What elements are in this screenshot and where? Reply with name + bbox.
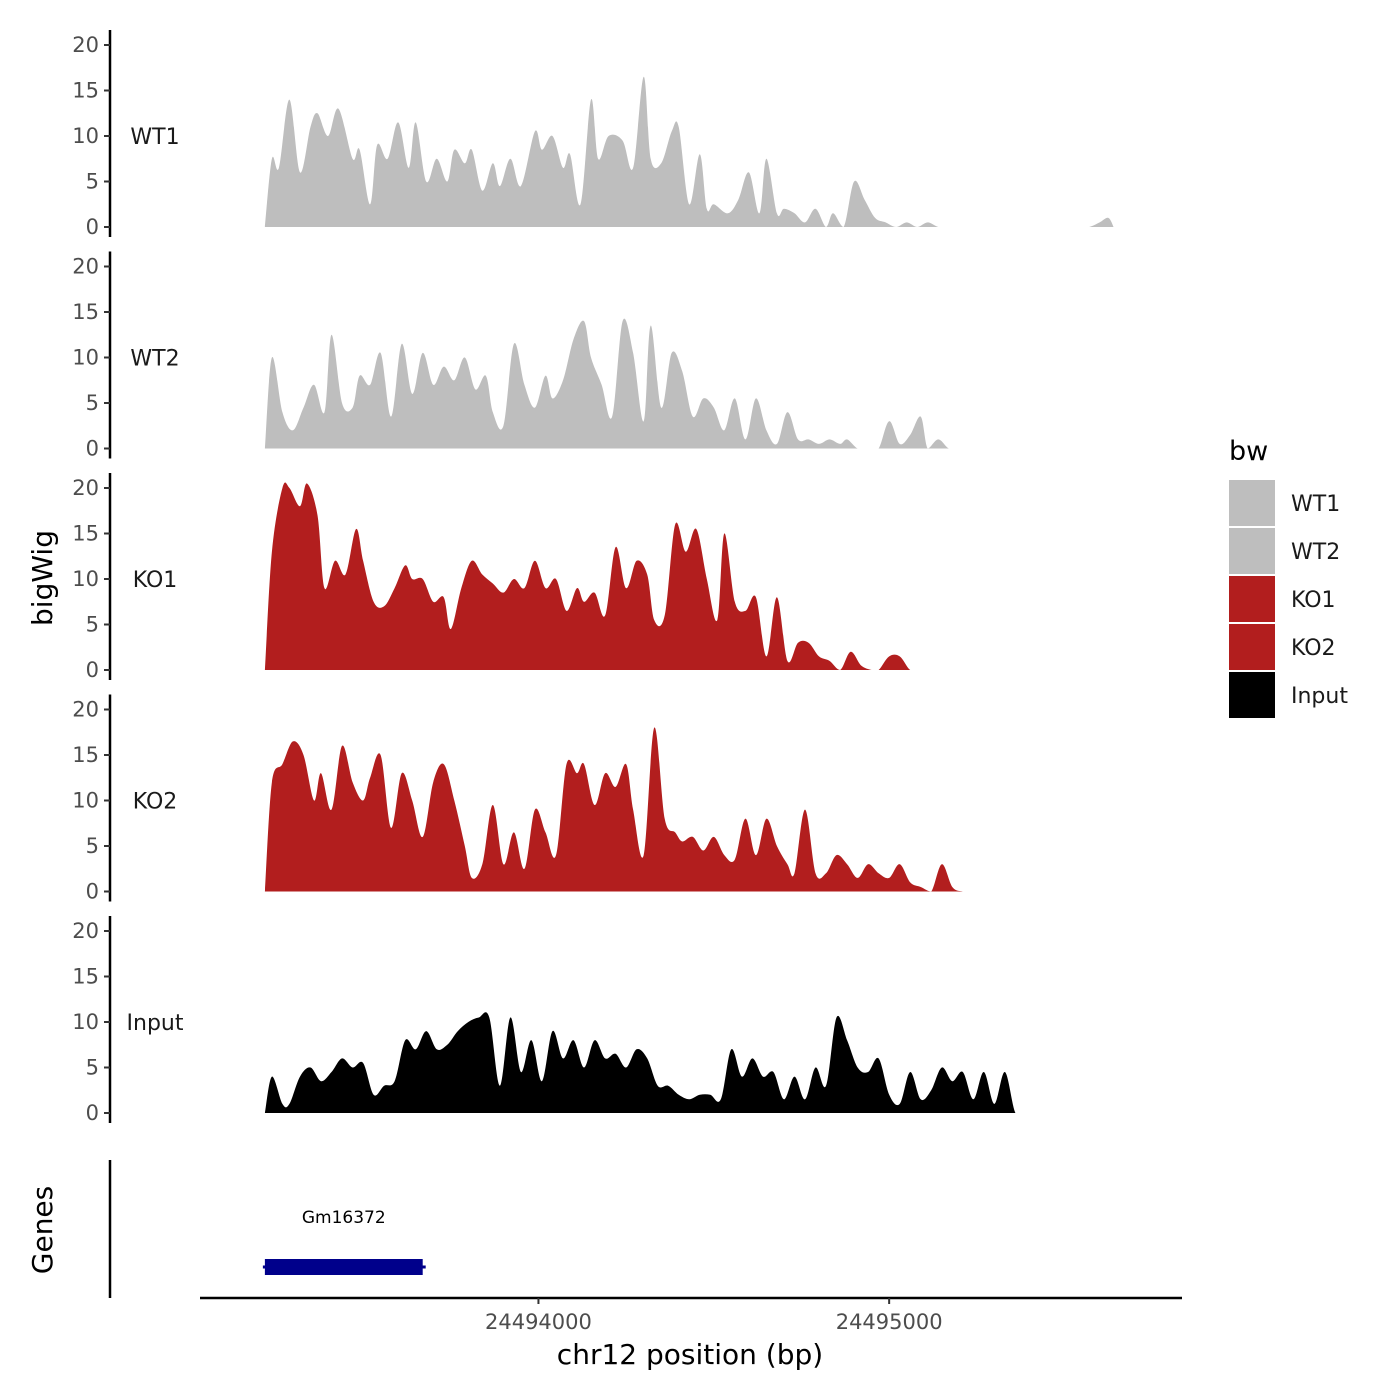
y-tick-label: 15 [72, 965, 99, 989]
y-tick-label: 0 [86, 437, 99, 461]
legend-label: KO2 [1291, 636, 1336, 661]
y-tick-label: 5 [86, 391, 99, 415]
y-tick-label: 20 [72, 698, 99, 722]
y-tick-label: 0 [86, 658, 99, 682]
y-tick-label: 10 [72, 567, 99, 591]
legend-swatch [1229, 576, 1275, 622]
track-label-ko1: KO1 [133, 568, 178, 593]
y-tick-label: 15 [72, 300, 99, 324]
y-tick-label: 5 [86, 170, 99, 194]
y-tick-label: 5 [86, 613, 99, 637]
legend-swatch [1229, 624, 1275, 670]
gene-name-label: Gm16372 [302, 1208, 386, 1228]
y-axis-title: bigWig [26, 530, 59, 626]
track-label-ko2: KO2 [133, 790, 178, 815]
y-tick-label: 15 [72, 79, 99, 103]
legend-item-input: Input [1229, 672, 1348, 718]
y-tick-label: 20 [72, 255, 99, 279]
legend-title: bw [1229, 436, 1268, 467]
coverage-area-wt1 [264, 76, 1114, 228]
legend-label: KO1 [1291, 588, 1336, 613]
track-label-input: Input [127, 1011, 184, 1036]
legend: bw WT1 WT2 KO1 KO2 Input [1229, 436, 1348, 718]
y-tick-label: 20 [72, 476, 99, 500]
coverage-area-ko1 [264, 482, 1114, 670]
coverage-area-wt2 [264, 318, 1114, 449]
legend-item-ko2: KO2 [1229, 624, 1336, 670]
y-tick-label: 20 [72, 919, 99, 943]
legend-swatch [1229, 528, 1275, 574]
y-tick-label: 20 [72, 33, 99, 57]
y-tick-label: 10 [72, 1010, 99, 1034]
y-tick-label: 0 [86, 215, 99, 239]
track-input: 0 5 10 15 20 Input [72, 916, 1114, 1125]
y-tick-label: 0 [86, 880, 99, 904]
track-wt2: 0 5 10 15 20 WT2 [72, 251, 1114, 461]
legend-label: Input [1291, 684, 1348, 709]
legend-item-wt1: WT1 [1229, 480, 1340, 526]
track-label-wt1: WT1 [130, 125, 179, 150]
track-ko2: 0 5 10 15 20 KO2 [72, 694, 1114, 904]
y-tick-label: 0 [86, 1101, 99, 1125]
legend-label: WT2 [1291, 540, 1340, 565]
x-tick-label: 24494000 [485, 1310, 592, 1334]
legend-swatch [1229, 480, 1275, 526]
y-tick-label: 10 [72, 346, 99, 370]
legend-label: WT1 [1291, 492, 1340, 517]
legend-swatch [1229, 672, 1275, 718]
x-axis: 24494000 24495000 [200, 1296, 1182, 1334]
y-tick-label: 15 [72, 743, 99, 767]
track-ko1: 0 5 10 15 20 KO1 [72, 473, 1114, 682]
genes-axis-title: Genes [26, 1186, 59, 1274]
coverage-area-ko2 [264, 727, 1114, 892]
coverage-area-input [264, 1012, 1114, 1113]
track-label-wt2: WT2 [130, 347, 179, 372]
y-tick-label: 10 [72, 789, 99, 813]
y-tick-label: 10 [72, 124, 99, 148]
x-axis-title: chr12 position (bp) [557, 1338, 823, 1371]
gene-gm16372: Gm16372 [262, 1208, 426, 1275]
legend-item-wt2: WT2 [1229, 528, 1340, 574]
y-tick-label: 15 [72, 522, 99, 546]
x-tick-label: 24495000 [836, 1310, 943, 1334]
tracks-group: 0 5 10 15 20 WT1 0 5 10 15 20 WT2 0 5 10 15 20 KO1 0 5 10 15 2… [72, 30, 1114, 1125]
track-wt1: 0 5 10 15 20 WT1 [72, 30, 1114, 239]
legend-item-ko1: KO1 [1229, 576, 1336, 622]
genes-track: Gm16372 [108, 1160, 426, 1298]
y-tick-label: 5 [86, 1056, 99, 1080]
y-tick-label: 5 [86, 834, 99, 858]
